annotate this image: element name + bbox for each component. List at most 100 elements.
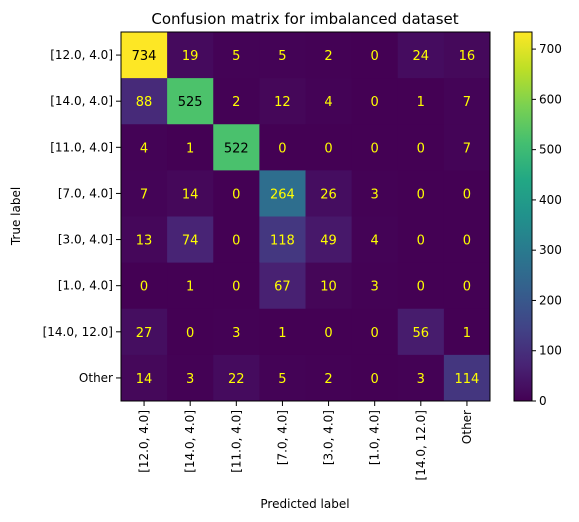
y-tick-label: [7.0, 4.0]	[58, 186, 113, 200]
cell-value-label: 2	[324, 372, 332, 387]
x-tick-label: [12.0, 4.0]	[137, 410, 151, 473]
heatmap-cell	[121, 262, 168, 310]
cell-value-label: 3	[371, 280, 379, 295]
heatmap-cell	[351, 78, 399, 125]
heatmap-cell	[259, 170, 306, 217]
y-tick-label: [11.0, 4.0]	[50, 140, 113, 154]
heatmap-cell	[443, 216, 491, 264]
heatmap-cell	[351, 354, 399, 402]
x-tick-label: [11.0, 4.0]	[229, 410, 243, 473]
cell-value-label: 3	[417, 372, 425, 387]
colorbar-tick-label: 400	[539, 193, 562, 207]
heatmap-cell	[443, 32, 491, 79]
colorbar-ticks: 0 100 200 300 400 500 600 700	[532, 42, 562, 408]
cell-value-label: 1	[186, 141, 194, 156]
heatmap-cell	[213, 32, 260, 79]
heatmap-cell	[259, 124, 306, 171]
heatmap-cell	[213, 78, 260, 125]
cell-value-label: 525	[178, 95, 203, 110]
heatmap-cell	[443, 78, 491, 125]
cell-value-label: 19	[182, 49, 199, 64]
y-axis-label: True label	[9, 187, 23, 246]
heatmap-cell	[259, 354, 306, 402]
heatmap-cell	[259, 32, 306, 79]
colorbar-tick-label: 100	[539, 344, 562, 358]
heatmap-cell	[305, 78, 353, 125]
cell-value-label: 0	[232, 280, 240, 295]
cell-value-label: 114	[455, 372, 480, 387]
cell-value-label: 4	[324, 95, 332, 110]
cell-value-label: 0	[140, 280, 148, 295]
heatmap-cell	[305, 216, 353, 264]
cell-value-label: 3	[371, 187, 379, 202]
x-axis-ticks: [12.0, 4.0] [14.0, 4.0] [11.0, 4.0] [7.0, 4…	[137, 401, 474, 480]
heatmap-cell	[167, 308, 214, 356]
colorbar	[513, 31, 533, 402]
heatmap-cell	[443, 308, 491, 356]
cell-value-label: 1	[186, 280, 194, 295]
x-tick-label: [1.0, 4.0]	[368, 410, 382, 465]
heatmap-cell	[305, 308, 353, 356]
heatmap-cell	[121, 32, 168, 79]
cell-value-label: 0	[371, 95, 379, 110]
cell-value-label: 0	[186, 326, 194, 341]
cell-value-label: 1	[463, 326, 471, 341]
cell-value-label: 0	[417, 234, 425, 249]
heatmap-cell	[259, 308, 306, 356]
x-tick-label: Other	[460, 410, 474, 444]
cell-value-label: 7	[140, 187, 148, 202]
heatmap-cell	[121, 308, 168, 356]
heatmap-cell	[397, 354, 445, 402]
heatmap-cell	[213, 308, 260, 356]
cell-value-label: 0	[232, 187, 240, 202]
cell-value-label: 74	[182, 234, 199, 249]
heatmap-cell	[351, 124, 399, 171]
cell-value-label: 3	[186, 372, 194, 387]
heatmap-cell	[305, 32, 353, 79]
cell-value-label: 264	[270, 187, 295, 202]
cell-value-label: 7	[463, 95, 471, 110]
heatmap-cell	[351, 216, 399, 264]
cell-value-label: 0	[417, 280, 425, 295]
cell-value-label: 10	[320, 280, 337, 295]
heatmap-cell	[121, 216, 168, 264]
y-tick-label: [3.0, 4.0]	[58, 233, 113, 247]
cell-value-label: 1	[417, 95, 425, 110]
cell-value-label: 2	[232, 95, 240, 110]
heatmap-cell	[397, 216, 445, 264]
heatmap-cell	[213, 216, 260, 264]
heatmap-cell	[351, 308, 399, 356]
heatmap-cell	[167, 78, 214, 125]
heatmap-cell	[167, 216, 214, 264]
y-tick-label: [14.0, 12.0]	[43, 325, 113, 339]
colorbar-tick-label: 700	[539, 42, 562, 56]
heatmap-cell	[443, 354, 491, 402]
cell-value-label: 0	[371, 326, 379, 341]
heatmap-cell	[167, 170, 214, 217]
cell-value-label: 56	[413, 326, 430, 341]
y-tick-label: [12.0, 4.0]	[50, 48, 113, 62]
cell-value-label: 0	[463, 234, 471, 249]
x-tick-label: [14.0, 4.0]	[183, 410, 197, 473]
heatmap-cell	[259, 78, 306, 125]
heatmap-cell	[305, 170, 353, 217]
heatmap-cell	[167, 32, 214, 79]
cell-value-label: 0	[371, 372, 379, 387]
cell-value-label: 88	[136, 95, 153, 110]
heatmap-cell	[259, 216, 306, 264]
x-axis-label: Predicted label	[260, 497, 349, 511]
y-tick-label: [14.0, 4.0]	[50, 94, 113, 108]
heatmap-cell	[397, 262, 445, 310]
heatmap-cell	[167, 354, 214, 402]
cell-value-label: 118	[270, 234, 295, 249]
cell-value-label: 27	[136, 326, 153, 341]
heatmap-cell	[121, 354, 168, 402]
cell-value-label: 67	[274, 280, 291, 295]
heatmap-cell	[351, 262, 399, 310]
heatmap-cell	[213, 124, 260, 171]
cell-value-label: 49	[320, 234, 337, 249]
colorbar-tick-label: 0	[539, 394, 547, 408]
cell-value-label: 22	[228, 372, 245, 387]
cell-value-label: 0	[417, 187, 425, 202]
